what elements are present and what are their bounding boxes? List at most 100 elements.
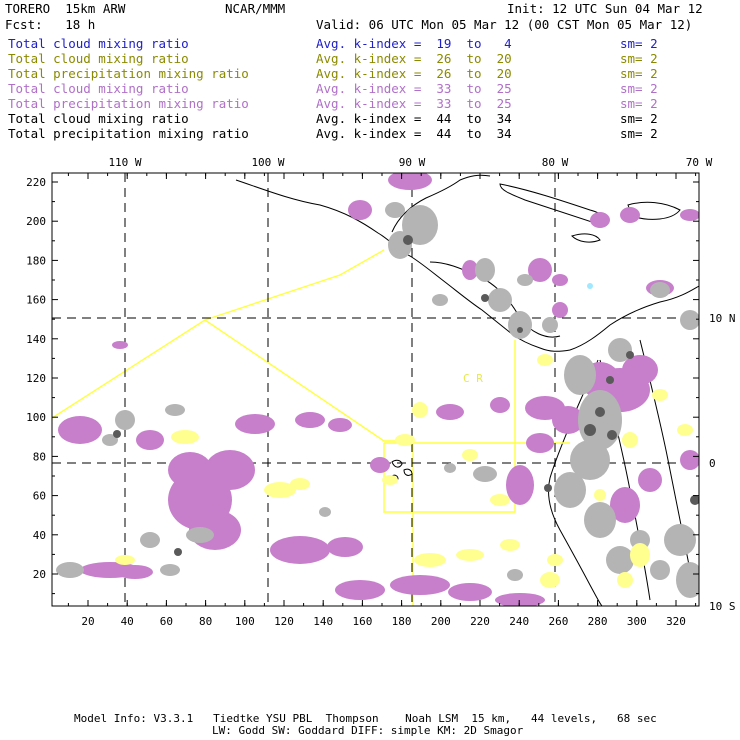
x-tick-label: 300	[627, 615, 647, 628]
dark-cloud-core	[607, 430, 617, 440]
gray-cloud-cell	[186, 527, 214, 543]
y-tick-label: 200	[26, 215, 46, 228]
purple-cloud-cell	[335, 580, 385, 600]
yellow-cloud-cell	[547, 554, 563, 566]
gray-cloud-cell	[564, 355, 596, 395]
gray-cloud-cell	[475, 258, 495, 282]
x-tick-label: 120	[274, 615, 294, 628]
legend-sm: sm= 2	[620, 81, 658, 96]
legend-index: Avg. k-index = 33 to 25	[316, 96, 512, 111]
x-tick-label: 240	[509, 615, 529, 628]
gray-cloud-cell	[606, 546, 634, 574]
lon-label: 110 W	[108, 156, 141, 169]
gray-cloud-cell	[165, 404, 185, 416]
purple-cloud-cell	[590, 212, 610, 228]
yellow-cloud-cell	[537, 354, 553, 366]
region-label: C R	[463, 372, 483, 385]
purple-cloud-cell	[235, 414, 275, 434]
lat-label: 10 S	[709, 600, 736, 613]
gray-cloud-cell	[140, 532, 160, 548]
yellow-cloud-cell	[264, 482, 296, 498]
gray-cloud-cell	[508, 311, 532, 339]
gray-cloud-cell	[473, 466, 497, 482]
purple-cloud-cell	[327, 537, 363, 557]
lat-label: 10 N	[709, 312, 736, 325]
y-tick-label: 120	[26, 372, 46, 385]
axis-ticks	[52, 173, 699, 606]
dark-cloud-core	[174, 548, 182, 556]
dark-cloud-core	[517, 327, 523, 333]
legend-sm: sm= 2	[620, 126, 658, 141]
yellow-cloud-cell	[652, 389, 668, 401]
yellow-cloud-cell	[540, 572, 560, 588]
jamaica	[571, 233, 601, 243]
yellow-cloud-cell	[594, 489, 606, 501]
purple-cloud-cell	[622, 355, 658, 385]
y-tick-label: 180	[26, 254, 46, 267]
purple-cloud-cell	[490, 397, 510, 413]
axis-labels: 20 40 60 80 100 120 140 160 180 200 220 240 260 280 30…	[26, 156, 735, 628]
purple-cloud-cell	[295, 412, 325, 428]
lon-label: 70 W	[686, 156, 713, 169]
cloud-fields	[56, 173, 699, 606]
yellow-cloud-cell	[622, 432, 638, 448]
gray-cloud-cell	[507, 569, 523, 581]
gray-cloud-cell	[554, 472, 586, 508]
legend-index: Avg. k-index = 44 to 34	[316, 111, 512, 126]
model-info-line2: LW: Godd SW: Goddard DIFF: simple KM: 2D…	[212, 724, 524, 737]
dark-cloud-core	[606, 376, 614, 384]
legend-sm: sm= 2	[620, 111, 658, 126]
purple-cloud-cell	[526, 433, 554, 453]
purple-cloud-cell	[552, 274, 568, 286]
x-tick-label: 220	[470, 615, 490, 628]
gray-cloud-cell	[650, 282, 670, 298]
yellow-cloud-cell	[456, 549, 484, 561]
dark-cloud-core	[626, 351, 634, 359]
x-tick-label: 280	[588, 615, 608, 628]
gray-cloud-cell	[542, 317, 558, 333]
purple-cloud-cell	[448, 583, 492, 601]
yellow-cloud-cell	[677, 424, 693, 436]
purple-cloud-cell	[610, 487, 640, 523]
galapagos-2	[403, 468, 413, 476]
gray-cloud-cell	[650, 560, 670, 580]
forecast-hour: Fcst: 18 h	[5, 17, 96, 32]
purple-cloud-cell	[552, 302, 568, 318]
gray-cloud-cell	[488, 288, 512, 312]
purple-cloud-cell	[390, 575, 450, 595]
yellow-cloud-cell	[462, 449, 478, 461]
yellow-cloud-cell	[395, 434, 415, 446]
legend-field: Total precipitation mixing ratio	[8, 126, 249, 141]
x-tick-label: 260	[548, 615, 568, 628]
legend-field: Total cloud mixing ratio	[8, 81, 189, 96]
purple-cloud-cell	[528, 258, 552, 282]
yucatan-coast	[391, 174, 491, 233]
legend-field: Total precipitation mixing ratio	[8, 66, 249, 81]
purple-cloud-cell	[620, 207, 640, 223]
purple-cloud-cell	[117, 565, 153, 579]
x-tick-label: 60	[160, 615, 173, 628]
gray-cloud-cell	[570, 440, 610, 480]
legend-field: Total cloud mixing ratio	[8, 36, 189, 51]
purple-cloud-cell	[436, 404, 464, 420]
gray-cloud-cell	[385, 202, 405, 218]
dark-cloud-core	[544, 484, 552, 492]
x-tick-label: 320	[666, 615, 686, 628]
purple-cloud-cell	[112, 341, 128, 349]
gray-cloud-cell	[319, 507, 331, 517]
purple-cloud-cell	[58, 416, 102, 444]
plot-frame	[51, 172, 700, 607]
legend-sm: sm= 2	[620, 51, 658, 66]
dark-cloud-core	[113, 430, 121, 438]
gray-cloud-cell	[680, 310, 699, 330]
purple-cloud-cell	[388, 173, 432, 190]
purple-cloud-cell	[136, 430, 164, 450]
y-tick-label: 220	[26, 176, 46, 189]
y-tick-label: 160	[26, 294, 46, 307]
purple-cloud-cell	[680, 209, 699, 221]
dark-cloud-core	[584, 424, 596, 436]
legend-sm: sm= 2	[620, 66, 658, 81]
x-tick-label: 180	[392, 615, 412, 628]
gray-cloud-cell	[160, 564, 180, 576]
gray-cloud-cell	[102, 434, 118, 446]
